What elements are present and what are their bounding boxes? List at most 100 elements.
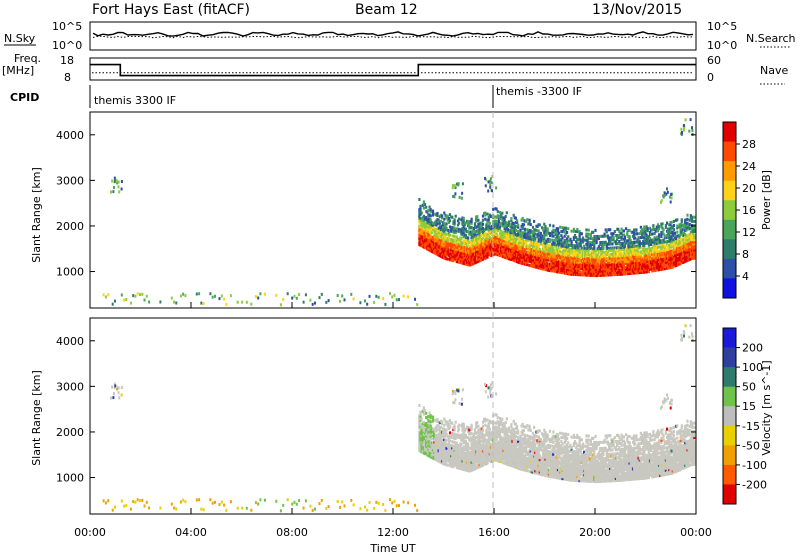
velocity-cell xyxy=(436,458,439,462)
power-cell xyxy=(542,251,545,255)
power-cell xyxy=(554,267,557,271)
power-cell xyxy=(559,256,562,260)
power-cell xyxy=(508,249,511,253)
velocity-cell xyxy=(495,432,498,436)
power-cell xyxy=(489,225,492,229)
power-cell xyxy=(661,222,664,226)
power-cell xyxy=(586,265,589,269)
velocity-cell xyxy=(448,443,452,447)
power-cell xyxy=(512,224,515,227)
power-cell xyxy=(427,223,430,227)
velocity-cell xyxy=(453,428,456,432)
power-cell xyxy=(575,229,578,233)
power-cell xyxy=(620,248,623,252)
power-cell xyxy=(498,217,502,221)
power-cell xyxy=(473,230,477,234)
power-cell xyxy=(500,213,503,217)
power-cell xyxy=(680,245,683,248)
power-cell xyxy=(456,223,460,227)
power-cell xyxy=(666,233,669,237)
power-cell xyxy=(633,228,636,232)
power-cell xyxy=(567,272,570,276)
power-cell xyxy=(483,253,486,257)
power-cell xyxy=(600,253,603,257)
velocity-cell xyxy=(443,450,446,454)
power-cell xyxy=(523,254,527,258)
power-cell xyxy=(523,240,527,243)
power-cell xyxy=(578,260,581,264)
power-cell xyxy=(604,259,607,263)
power-cell xyxy=(617,254,620,258)
velocity-cell xyxy=(477,428,480,432)
velocity-cell xyxy=(493,446,496,450)
power-cell xyxy=(556,258,560,262)
power-cell xyxy=(684,255,687,259)
power-cell xyxy=(623,237,627,241)
power-cell xyxy=(473,234,477,238)
power-cell xyxy=(675,259,678,263)
velocity-cell xyxy=(468,465,471,469)
velocity-cell xyxy=(498,433,502,437)
power-cell xyxy=(633,232,636,236)
velocity-cell xyxy=(436,456,439,460)
power-cell xyxy=(442,225,445,229)
power-cell xyxy=(464,235,467,239)
velocity-cell xyxy=(495,458,498,462)
power-cell xyxy=(598,255,602,259)
power-cell xyxy=(676,230,679,234)
power-cell xyxy=(555,231,558,235)
velocity-cell xyxy=(423,448,427,452)
velocity-cell xyxy=(420,444,423,448)
power-cell xyxy=(625,247,628,251)
power-cell xyxy=(433,228,436,232)
power-cell xyxy=(586,259,589,263)
power-cell xyxy=(179,294,182,298)
velocity-cell xyxy=(462,424,465,428)
power-cell xyxy=(639,242,642,246)
power-cell xyxy=(427,241,430,245)
power-cell xyxy=(680,240,683,244)
velocity-cell xyxy=(488,442,491,446)
power-cell xyxy=(486,251,489,255)
velocity-cell xyxy=(436,424,439,428)
velocity-cell xyxy=(453,424,456,428)
power-cell xyxy=(530,256,533,260)
power-cell xyxy=(514,259,517,263)
power-cell xyxy=(570,264,573,268)
power-cell xyxy=(516,221,519,225)
power-cell xyxy=(439,219,442,223)
power-cell xyxy=(470,258,473,262)
power-cell xyxy=(546,258,549,262)
power-cell xyxy=(486,241,489,245)
power-cell xyxy=(470,225,473,229)
velocity-cell xyxy=(420,433,423,437)
power-cell xyxy=(571,250,574,254)
power-cell xyxy=(505,240,508,243)
power-cell xyxy=(517,235,520,239)
power-cell xyxy=(643,246,646,249)
power-cell xyxy=(663,246,666,250)
power-cell xyxy=(462,231,465,235)
power-cell xyxy=(483,246,486,250)
velocity-cell xyxy=(498,447,502,451)
power-cell xyxy=(495,226,498,230)
power-cell xyxy=(642,266,645,270)
power-cell xyxy=(439,230,442,234)
power-cell xyxy=(584,250,587,254)
power-cell xyxy=(623,235,627,239)
power-cell xyxy=(537,243,540,247)
power-cell xyxy=(692,240,695,244)
velocity-cell xyxy=(439,458,442,462)
power-cell xyxy=(584,248,587,252)
velocity-cell xyxy=(464,435,467,439)
power-cell xyxy=(512,234,515,238)
power-cell xyxy=(452,257,455,261)
power-cell xyxy=(543,253,546,257)
power-cell xyxy=(650,259,653,263)
velocity-cell xyxy=(479,429,482,433)
power-cell xyxy=(493,234,496,238)
velocity-cell xyxy=(427,443,430,447)
power-cell xyxy=(687,223,690,227)
power-cell xyxy=(225,302,228,306)
power-cell xyxy=(236,300,239,304)
